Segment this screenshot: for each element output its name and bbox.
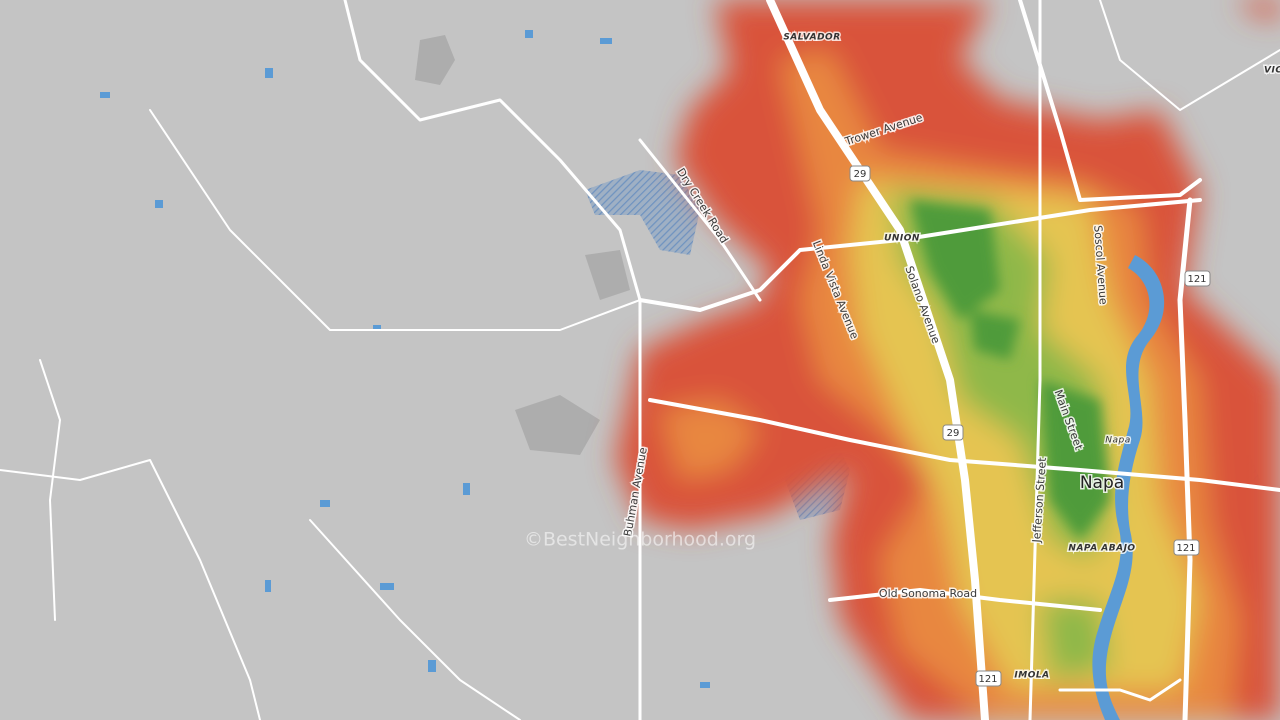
road [828, 588, 1102, 612]
pond [265, 580, 271, 592]
pond [100, 92, 110, 98]
shield-label: 121 [1176, 543, 1195, 554]
shield [1184, 270, 1211, 287]
pond [320, 500, 330, 507]
pond [380, 583, 394, 590]
road [1028, 0, 1042, 720]
road [309, 519, 521, 720]
road [638, 138, 762, 302]
neighborhood-labels: SALVADOR UNION NAPA ABAJO IMOLA Napa VIC [782, 31, 1280, 682]
heatmap-core [910, 200, 1110, 540]
neighborhood-label: VIC [1264, 66, 1280, 76]
heat-mid-low [660, 400, 760, 480]
heat-high [970, 310, 1020, 360]
shield-label: 121 [1187, 274, 1206, 285]
highway [766, 0, 989, 720]
road [1018, 0, 1202, 202]
shield [942, 424, 964, 441]
shield-label: 121 [978, 674, 997, 685]
shield [849, 165, 871, 182]
neighborhood-label: NAPA ABAJO [1068, 544, 1135, 554]
heat-high [910, 200, 1000, 320]
river [1092, 255, 1165, 720]
pond [463, 483, 470, 495]
pond [700, 682, 710, 688]
watermark: ©BestNeighborhood.org [524, 529, 756, 551]
city-label: Napa [1080, 473, 1124, 493]
pond [600, 38, 612, 44]
heat-low [1235, 0, 1280, 20]
pond [373, 325, 381, 331]
water [100, 30, 1165, 720]
pond [155, 200, 163, 208]
road [343, 0, 642, 720]
street-label: Old Sonoma Road [879, 587, 977, 600]
neighborhood-label: UNION [884, 234, 920, 244]
shield [975, 670, 1002, 687]
road [648, 398, 1280, 492]
road [1058, 678, 1182, 702]
pond [265, 68, 273, 78]
shields: 29 29 121 121 121 [849, 165, 1211, 687]
road [39, 359, 61, 621]
road [1177, 197, 1193, 720]
shield-label: 29 [854, 169, 867, 180]
pond [428, 660, 436, 672]
neighborhood-label: IMOLA [1014, 671, 1049, 681]
shield-label: 29 [947, 428, 960, 439]
neighborhood-label: Napa [1105, 436, 1130, 446]
shield [1173, 539, 1200, 556]
road [0, 459, 261, 720]
pond [525, 30, 533, 38]
road [1099, 0, 1280, 111]
neighborhood-label: SALVADOR [783, 33, 840, 43]
park [585, 170, 700, 255]
terrain [415, 35, 630, 455]
heat-high [1040, 380, 1110, 540]
road [638, 198, 1202, 312]
road [149, 109, 641, 331]
